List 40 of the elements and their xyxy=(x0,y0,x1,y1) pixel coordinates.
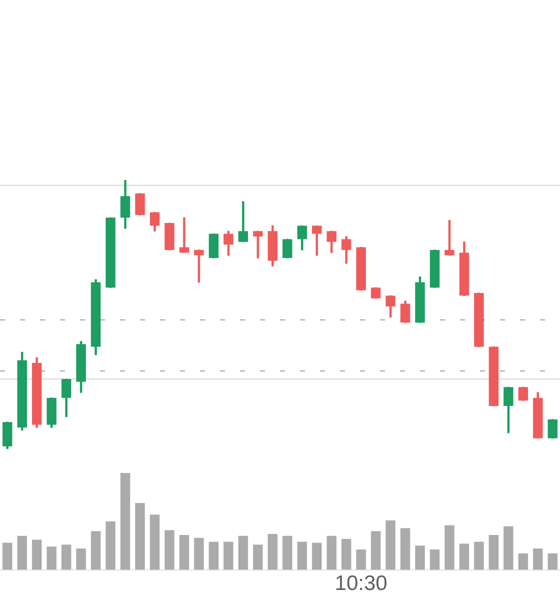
bar xyxy=(341,538,352,570)
bar xyxy=(474,542,484,570)
bar xyxy=(164,530,174,570)
bar xyxy=(253,544,263,570)
bar xyxy=(459,544,470,570)
bar xyxy=(282,536,292,570)
bar xyxy=(370,531,381,570)
bar xyxy=(61,544,72,570)
bar xyxy=(533,548,543,570)
bar xyxy=(135,503,145,570)
bar xyxy=(150,514,160,570)
bar xyxy=(120,473,130,570)
bar xyxy=(488,534,499,570)
bar xyxy=(386,520,396,570)
bar xyxy=(444,525,454,570)
bar xyxy=(46,546,56,570)
bar xyxy=(17,536,27,570)
bar xyxy=(194,538,204,570)
bar xyxy=(208,542,219,570)
bar xyxy=(518,553,528,570)
bar xyxy=(90,531,101,570)
bar xyxy=(356,549,366,570)
x-tick-label: 10:30 xyxy=(334,572,388,596)
bar xyxy=(224,542,234,570)
bar xyxy=(312,542,322,570)
bar xyxy=(297,542,307,570)
bar xyxy=(2,542,12,570)
bar xyxy=(400,528,410,570)
bar xyxy=(415,546,425,570)
bar xyxy=(106,521,116,570)
bar xyxy=(504,526,514,570)
bar xyxy=(179,534,190,570)
bar xyxy=(238,536,248,570)
bar xyxy=(326,536,336,570)
bar xyxy=(430,549,440,570)
bar xyxy=(548,553,558,570)
bar xyxy=(76,548,86,570)
candlestick xyxy=(430,250,440,288)
bar xyxy=(268,534,278,570)
bar xyxy=(32,540,42,570)
